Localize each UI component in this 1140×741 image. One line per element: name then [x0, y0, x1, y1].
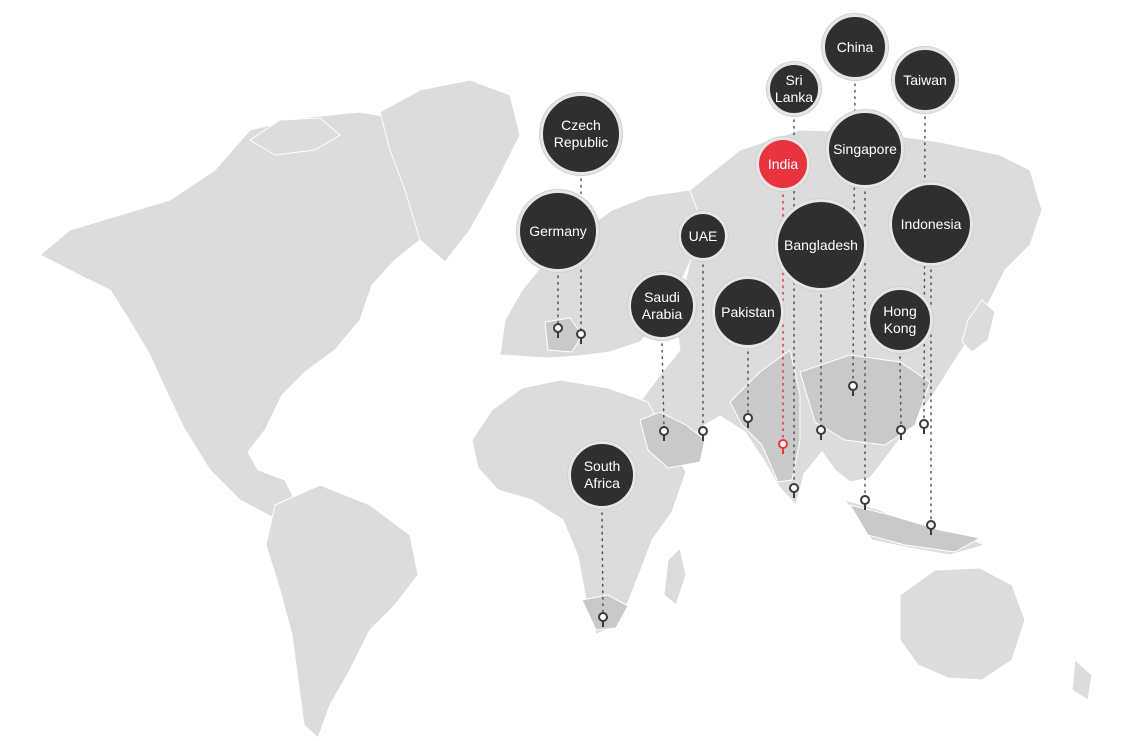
map-pin-icon[interactable]	[553, 323, 563, 338]
country-label: UAE	[688, 227, 718, 244]
map-pin-icon[interactable]	[919, 419, 929, 434]
map-pin-icon[interactable]	[778, 439, 788, 454]
country-bubble-south-africa[interactable]: South Africa	[568, 441, 636, 509]
new-zealand	[1071, 658, 1093, 701]
indonesia-region	[848, 504, 982, 553]
country-bubble-indonesia[interactable]: Indonesia	[889, 182, 973, 266]
country-label: Saudi Arabia	[641, 289, 683, 322]
north-america	[39, 111, 453, 526]
country-label: China	[836, 38, 874, 55]
leader-line-hong-kong	[899, 356, 902, 427]
country-label: Germany	[529, 222, 587, 239]
map-pin-icon[interactable]	[860, 495, 870, 510]
country-bubble-pakistan[interactable]: Pakistan	[712, 276, 784, 348]
country-label: Czech Republic	[553, 117, 609, 150]
country-label: Hong Kong	[883, 303, 917, 336]
country-bubble-saudi-arabia[interactable]: Saudi Arabia	[628, 272, 696, 340]
map-pin-icon[interactable]	[659, 426, 669, 441]
country-bubble-bangladesh[interactable]: Bangladesh	[775, 199, 867, 291]
country-bubble-china[interactable]: China	[822, 14, 888, 80]
location-pins	[553, 323, 936, 627]
map-pin-icon[interactable]	[816, 425, 826, 440]
land-masses	[39, 79, 1093, 739]
country-bubble-taiwan[interactable]: Taiwan	[892, 47, 958, 113]
country-bubble-uae[interactable]: UAE	[678, 211, 728, 261]
country-label: South Africa	[583, 458, 621, 491]
greenland	[379, 79, 521, 263]
japan	[961, 299, 996, 353]
country-label: Singapore	[833, 140, 897, 157]
country-bubble-czech-republic[interactable]: Czech Republic	[540, 93, 622, 175]
map-pin-icon[interactable]	[926, 520, 936, 535]
leader-line-saudi-arabia	[661, 343, 665, 428]
leader-line-taiwan	[923, 116, 926, 421]
south-america	[265, 484, 419, 739]
country-label: Indonesia	[900, 215, 962, 232]
map-pin-icon[interactable]	[896, 425, 906, 440]
country-bubble-singapore[interactable]: Singapore	[826, 110, 904, 188]
map-pin-icon[interactable]	[698, 426, 708, 441]
country-bubble-india[interactable]: India	[756, 137, 810, 191]
madagascar	[663, 547, 687, 606]
country-bubble-hong-kong[interactable]: Hong Kong	[867, 287, 933, 353]
map-pin-icon[interactable]	[848, 381, 858, 396]
map-pin-icon[interactable]	[576, 329, 586, 344]
country-label: Pakistan	[721, 303, 775, 320]
country-label: India	[767, 155, 799, 172]
country-bubble-sri-lanka[interactable]: Sri Lanka	[767, 62, 821, 116]
map-pin-icon[interactable]	[743, 413, 753, 428]
arabia-region	[639, 411, 706, 469]
country-label: Taiwan	[903, 71, 947, 88]
country-label: Bangladesh	[784, 236, 858, 253]
country-bubble-germany[interactable]: Germany	[517, 190, 599, 272]
arctic-islands	[249, 117, 341, 156]
australia	[899, 567, 1026, 681]
map-pin-icon[interactable]	[789, 483, 799, 498]
africa	[471, 379, 687, 635]
map-pin-icon[interactable]	[598, 612, 608, 627]
country-label: Sri Lanka	[774, 72, 814, 105]
